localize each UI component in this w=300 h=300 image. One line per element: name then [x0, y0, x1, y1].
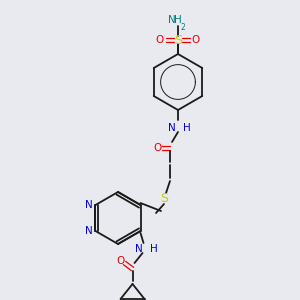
- Text: 2: 2: [181, 23, 185, 32]
- Text: S: S: [174, 34, 182, 46]
- Text: N: N: [168, 123, 176, 133]
- Text: H: H: [183, 123, 191, 133]
- Text: O: O: [156, 35, 164, 45]
- Text: H: H: [174, 15, 182, 25]
- Text: N: N: [168, 15, 176, 25]
- Text: S: S: [160, 193, 168, 206]
- Text: N: N: [85, 200, 92, 210]
- Text: H: H: [149, 244, 157, 254]
- Text: N: N: [85, 226, 92, 236]
- Text: N: N: [135, 244, 142, 254]
- Text: O: O: [192, 35, 200, 45]
- Text: O: O: [153, 143, 161, 153]
- Text: O: O: [116, 256, 124, 266]
